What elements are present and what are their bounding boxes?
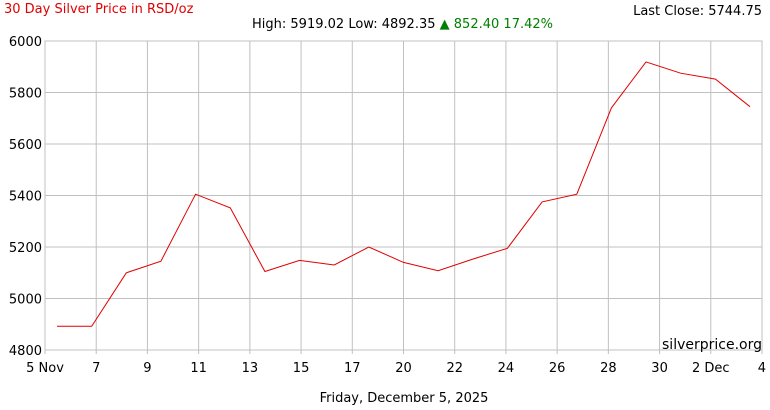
x-tick-label: 11 <box>190 361 207 376</box>
chart-title: 30 Day Silver Price in RSD/oz <box>4 2 194 17</box>
change-value: 852.40 <box>453 17 500 32</box>
y-tick-label: 4800 <box>9 344 42 359</box>
last-close-value: 5744.75 <box>708 4 762 19</box>
y-tick-label: 5600 <box>9 138 42 153</box>
x-tick-label: 20 <box>395 361 412 376</box>
last-close-label: Last Close: <box>633 4 705 19</box>
y-tick-label: 5800 <box>9 87 42 102</box>
x-tick-label: 24 <box>498 361 515 376</box>
y-tick-label: 5200 <box>9 241 42 256</box>
price-stats: High: 5919.02 Low: 4892.35 ▲ 852.40 17.4… <box>252 17 553 32</box>
x-tick-label: 22 <box>446 361 463 376</box>
x-tick-label: 4 <box>758 361 766 376</box>
low-value: 4892.35 <box>381 17 436 32</box>
y-tick-label: 5000 <box>9 293 42 308</box>
change-percent: 17.42% <box>503 17 553 32</box>
x-tick-label: 30 <box>651 361 668 376</box>
high-value: 5919.02 <box>290 17 345 32</box>
x-tick-label: 28 <box>600 361 617 376</box>
x-tick-label: 15 <box>293 361 310 376</box>
y-tick-label: 6000 <box>9 35 42 50</box>
x-axis-labels: 5 Nov 7 9 11 13 15 17 20 22 24 26 28 30 2 Dec 4 <box>26 361 766 376</box>
x-tick-label: 7 <box>92 361 100 376</box>
last-close: Last Close: 5744.75 <box>633 4 762 19</box>
chart-date: Friday, December 5, 2025 <box>319 391 489 406</box>
up-arrow-icon: ▲ <box>439 17 450 32</box>
x-tick-label: 26 <box>549 361 566 376</box>
x-tick-label: 17 <box>344 361 361 376</box>
x-tick-label: 9 <box>143 361 151 376</box>
price-series-line <box>57 61 751 327</box>
watermark: silverprice.org <box>662 337 762 353</box>
y-axis-labels: 4800 5000 5200 5400 5600 5800 6000 <box>9 35 42 359</box>
x-tick-label: 2 Dec <box>692 361 730 376</box>
low-label: Low: <box>348 17 378 32</box>
chart-grid <box>44 40 763 354</box>
high-label: High: <box>252 17 287 32</box>
y-tick-label: 5400 <box>9 190 42 205</box>
x-tick-label: 13 <box>242 361 259 376</box>
x-tick-label: 5 Nov <box>26 361 64 376</box>
